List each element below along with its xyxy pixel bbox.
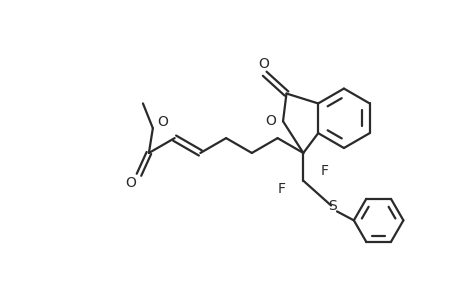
Text: O: O [125, 176, 136, 190]
Text: O: O [265, 114, 276, 128]
Text: S: S [327, 200, 336, 214]
Text: O: O [157, 115, 168, 129]
Text: F: F [277, 182, 285, 196]
Text: F: F [319, 164, 327, 178]
Text: O: O [257, 57, 269, 71]
